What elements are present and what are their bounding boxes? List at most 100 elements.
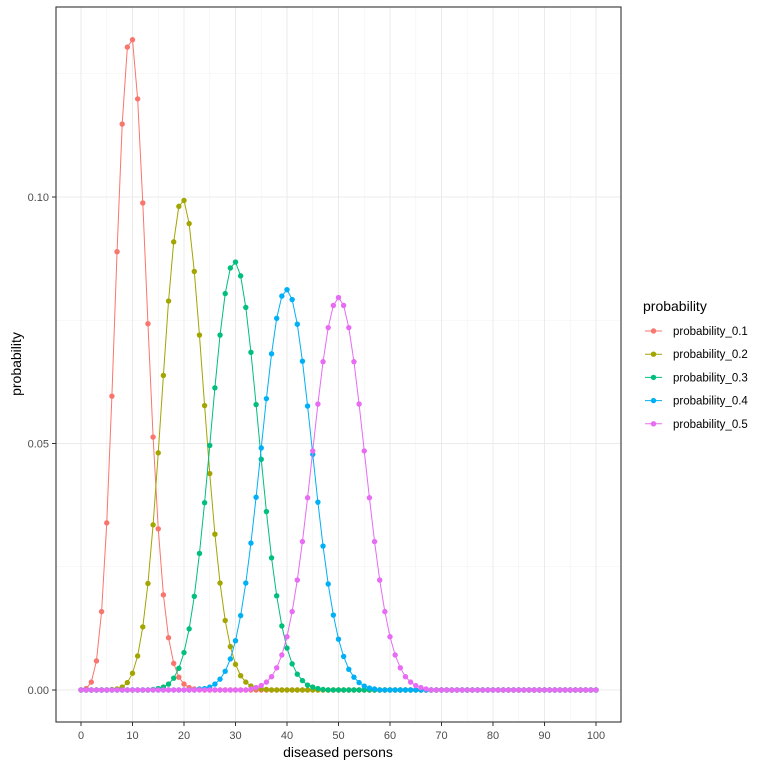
data-point xyxy=(134,687,141,693)
data-point xyxy=(222,668,228,674)
data-point xyxy=(140,624,146,630)
data-point xyxy=(320,686,326,693)
data-point xyxy=(186,220,192,227)
data-point xyxy=(382,687,388,693)
data-point xyxy=(377,687,383,693)
data-point xyxy=(263,508,270,515)
data-point xyxy=(227,643,234,650)
legend-label: probability_0.5 xyxy=(673,419,748,431)
x-tick-label: 80 xyxy=(487,730,499,742)
y-tick-label: 0.00 xyxy=(28,685,49,697)
data-point xyxy=(165,687,172,693)
legend-items: probability_0.1 probability_0.2 probabilit… xyxy=(645,326,748,431)
x-tick-label: 20 xyxy=(178,730,190,742)
data-point xyxy=(320,358,326,365)
legend-title: probability xyxy=(643,298,707,314)
data-point xyxy=(217,580,223,586)
data-point xyxy=(237,273,244,279)
data-point xyxy=(284,286,290,293)
data-point xyxy=(279,293,285,299)
legend-label: probability_0.1 xyxy=(673,326,748,338)
data-point xyxy=(191,593,197,600)
data-point xyxy=(464,687,470,693)
y-axis: 0.00 0.05 0.10 xyxy=(28,192,56,697)
data-point xyxy=(217,332,223,338)
data-point xyxy=(310,684,316,690)
data-point xyxy=(124,687,131,693)
data-point xyxy=(593,687,599,693)
data-point xyxy=(500,687,506,693)
data-point xyxy=(284,634,290,640)
legend: probability probability_0.1probability_0… xyxy=(643,298,748,431)
data-point xyxy=(186,626,192,632)
data-point xyxy=(474,687,481,693)
data-point xyxy=(402,687,409,693)
x-tick-label: 60 xyxy=(384,730,396,742)
data-point xyxy=(438,687,445,693)
data-point xyxy=(294,687,300,693)
data-point xyxy=(191,687,197,693)
y-tick-label: 0.10 xyxy=(28,192,49,204)
data-point xyxy=(572,687,579,693)
data-point xyxy=(562,687,568,693)
data-point xyxy=(212,687,218,693)
data-point xyxy=(176,203,182,210)
data-point xyxy=(207,470,213,477)
data-point xyxy=(304,687,311,693)
data-point xyxy=(119,687,125,693)
data-point xyxy=(155,450,161,456)
data-point xyxy=(510,687,517,693)
legend-key-point xyxy=(650,351,657,357)
data-point xyxy=(176,687,182,693)
data-point xyxy=(423,686,429,692)
data-point xyxy=(546,687,553,693)
data-point xyxy=(418,684,424,691)
data-point xyxy=(315,499,321,505)
data-point xyxy=(176,665,182,672)
data-point xyxy=(371,686,378,692)
data-point xyxy=(181,687,187,693)
data-point xyxy=(176,674,182,680)
data-point xyxy=(268,555,275,561)
data-point xyxy=(294,671,300,677)
data-point xyxy=(428,687,434,693)
data-point xyxy=(371,538,378,545)
data-point xyxy=(413,687,419,693)
data-point xyxy=(237,612,244,619)
data-point xyxy=(181,681,187,687)
data-point xyxy=(109,393,115,399)
data-point xyxy=(237,673,244,679)
data-point xyxy=(299,687,306,693)
series-probability-0-5 xyxy=(78,294,599,693)
data-point xyxy=(98,608,105,615)
data-point xyxy=(490,687,496,693)
data-point xyxy=(397,687,403,693)
data-point xyxy=(263,686,270,693)
data-point xyxy=(325,581,331,587)
data-point xyxy=(294,321,300,327)
data-point xyxy=(150,522,156,528)
data-point xyxy=(232,259,239,265)
data-point xyxy=(222,617,228,624)
data-point xyxy=(165,298,172,304)
data-point xyxy=(207,687,213,693)
data-point xyxy=(155,687,161,693)
data-point xyxy=(129,37,136,43)
data-point xyxy=(124,679,131,686)
data-point xyxy=(171,239,177,245)
data-point xyxy=(340,302,347,309)
data-point xyxy=(124,44,131,50)
data-point xyxy=(160,687,167,693)
legend-label: probability_0.3 xyxy=(673,372,748,384)
data-point xyxy=(207,442,213,449)
data-point xyxy=(279,652,285,658)
x-axis-title: diseased persons xyxy=(283,744,393,760)
data-point xyxy=(346,687,352,693)
data-point xyxy=(335,636,342,642)
data-point xyxy=(284,645,290,651)
data-point xyxy=(387,687,393,693)
x-tick-label: 100 xyxy=(587,730,605,742)
legend-label: probability_0.4 xyxy=(673,396,748,408)
data-point xyxy=(552,687,558,693)
x-axis: 0 10 20 30 40 50 60 70 80 90 100 xyxy=(78,722,605,742)
